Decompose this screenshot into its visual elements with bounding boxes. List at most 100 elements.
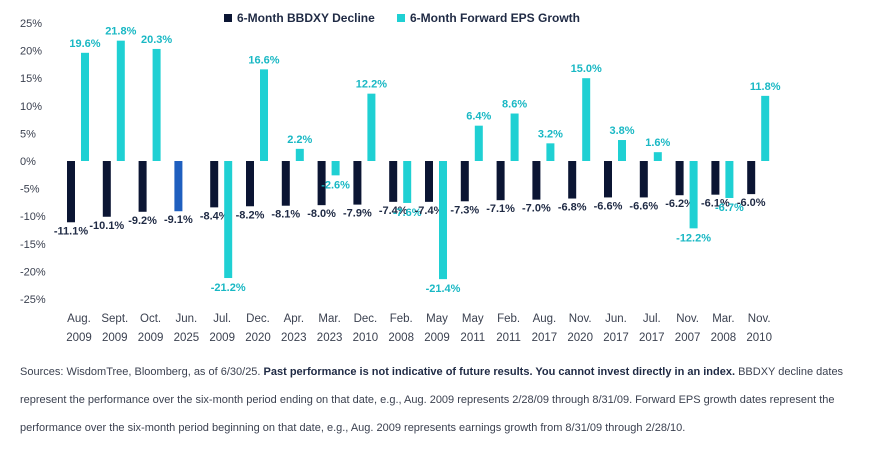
bar-eps xyxy=(474,125,483,161)
x-tick-label-year: 2008 xyxy=(388,332,414,344)
x-tick-label-month: Feb. xyxy=(390,313,413,325)
data-label-bbdxy: -9.2% xyxy=(128,215,157,227)
bar-bbdxy xyxy=(532,161,541,200)
bar-bbdxy xyxy=(210,161,219,208)
bar-bbdxy xyxy=(102,161,111,217)
legend-label-eps: 6-Month Forward EPS Growth xyxy=(410,11,580,25)
data-label-bbdxy: -6.1% xyxy=(701,198,730,210)
x-tick-label-year: 2009 xyxy=(209,332,235,344)
data-label-bbdxy: -11.1% xyxy=(54,225,88,237)
data-label-eps: 16.6% xyxy=(248,54,279,66)
bar-eps xyxy=(582,78,591,161)
x-tick-label-year: 2017 xyxy=(532,332,558,344)
bar-bbdxy xyxy=(747,161,756,195)
bar-chart: 25% 20% 15% 10% 5% 0% -5% -10% -15% -20% -25% -11.1… xyxy=(20,18,781,344)
data-label-eps: 20.3% xyxy=(141,34,172,46)
bar-bbdxy xyxy=(246,161,254,207)
x-tick-label-month: Jun. xyxy=(176,313,198,325)
x-tick-label-year: 2007 xyxy=(675,332,701,344)
x-tick-label-month: Dec. xyxy=(354,313,378,325)
x-tick-label-month: Aug. xyxy=(67,313,91,325)
y-tick-label: 0% xyxy=(20,156,36,168)
y-tick-label: -15% xyxy=(20,239,46,251)
bar-eps xyxy=(152,48,161,161)
bar-bbdxy xyxy=(353,161,362,205)
bar-bbdxy xyxy=(281,161,290,206)
y-tick-label: -25% xyxy=(20,294,46,306)
source-note: Sources: WisdomTree, Bloomberg, as of 6/… xyxy=(20,358,880,442)
data-label-bbdxy: -6.8% xyxy=(558,202,587,214)
legend-swatch-eps xyxy=(397,14,405,22)
data-label-bbdxy: -8.4% xyxy=(200,210,229,222)
bar-eps xyxy=(439,161,447,280)
x-tick-label-month: Jun. xyxy=(605,313,627,325)
data-label-eps: 12.2% xyxy=(356,79,387,91)
data-label-bbdxy: -10.1% xyxy=(89,220,124,232)
x-tick-label-month: Mar. xyxy=(318,313,340,325)
data-label-bbdxy: -6.2% xyxy=(665,198,694,210)
x-tick-label-month: Sept. xyxy=(101,313,128,325)
bar-eps xyxy=(224,161,233,279)
x-tick-label-month: Oct. xyxy=(140,313,161,325)
legend-swatch-bbdxy xyxy=(224,14,232,22)
x-tick-label-year: 2023 xyxy=(281,332,307,344)
data-label-eps: 2.2% xyxy=(287,134,312,146)
data-label-eps: 6.4% xyxy=(466,111,491,123)
bar-bbdxy xyxy=(568,161,577,199)
x-tick-label-year: 2008 xyxy=(711,332,737,344)
bar-eps xyxy=(725,161,734,198)
x-tick-label-year: 2017 xyxy=(639,332,665,344)
bar-eps xyxy=(367,93,376,161)
data-label-bbdxy: -8.2% xyxy=(236,209,265,221)
data-label-eps: -21.2% xyxy=(211,282,246,294)
x-tick-label-year: 2020 xyxy=(245,332,271,344)
bar-bbdxy xyxy=(389,161,398,202)
x-tick-label-year: 2011 xyxy=(496,332,521,344)
bar-eps xyxy=(331,161,340,176)
source-details: BBDXY decline dates represent the perfor… xyxy=(20,366,844,434)
data-label-bbdxy: -7.9% xyxy=(343,208,372,220)
source-disclaimer: Past performance is not indicative of fu… xyxy=(263,366,736,378)
x-tick-label-month: Feb. xyxy=(497,313,520,325)
bar-eps xyxy=(546,143,555,161)
x-tick-label-month: Nov. xyxy=(748,313,771,325)
bar-eps xyxy=(81,52,89,161)
y-tick-label: -5% xyxy=(20,184,40,196)
bar-eps xyxy=(403,161,412,203)
x-tick-label-month: Apr. xyxy=(284,313,304,325)
bar-bbdxy xyxy=(317,161,326,206)
data-label-eps: -7.6% xyxy=(393,207,422,219)
data-label-bbdxy: -7.3% xyxy=(450,204,479,216)
data-label-bbdxy: -6.6% xyxy=(594,200,623,212)
data-label-bbdxy: -7.4% xyxy=(415,205,444,217)
data-label-eps: 21.8% xyxy=(105,26,136,38)
bar-eps xyxy=(653,152,662,161)
data-label-bbdxy: -8.1% xyxy=(271,209,300,221)
x-tick-label-year: 2023 xyxy=(317,332,343,344)
x-tick-label-year: 2020 xyxy=(567,332,593,344)
x-tick-label-year: 2009 xyxy=(66,332,92,344)
x-tick-label-month: May xyxy=(462,313,484,325)
bar-bbdxy xyxy=(639,161,648,198)
bar-bbdxy xyxy=(711,161,720,195)
y-tick-label: 15% xyxy=(20,73,42,85)
x-tick-label-month: Dec. xyxy=(246,313,270,325)
data-label-bbdxy: -6.6% xyxy=(629,200,658,212)
y-tick-label: 10% xyxy=(20,101,42,113)
legend-label-bbdxy: 6-Month BBDXY Decline xyxy=(237,11,375,25)
bar-eps xyxy=(295,148,304,161)
y-tick-label: -10% xyxy=(20,211,46,223)
data-label-eps: 19.6% xyxy=(69,38,100,50)
x-tick-label-year: 2010 xyxy=(746,332,772,344)
bar-bbdxy xyxy=(425,161,433,202)
data-label-eps: 3.2% xyxy=(538,128,563,140)
bar-eps xyxy=(618,140,626,161)
y-tick-label: -20% xyxy=(20,266,46,278)
data-label-eps: 15.0% xyxy=(571,63,602,75)
y-tick-label: 20% xyxy=(20,46,42,58)
bar-bbdxy xyxy=(138,161,147,212)
data-label-bbdxy: -7.0% xyxy=(522,203,551,215)
bar-eps xyxy=(689,161,698,229)
x-tick-label-month: May xyxy=(426,313,448,325)
data-label-eps: -21.4% xyxy=(426,283,461,295)
